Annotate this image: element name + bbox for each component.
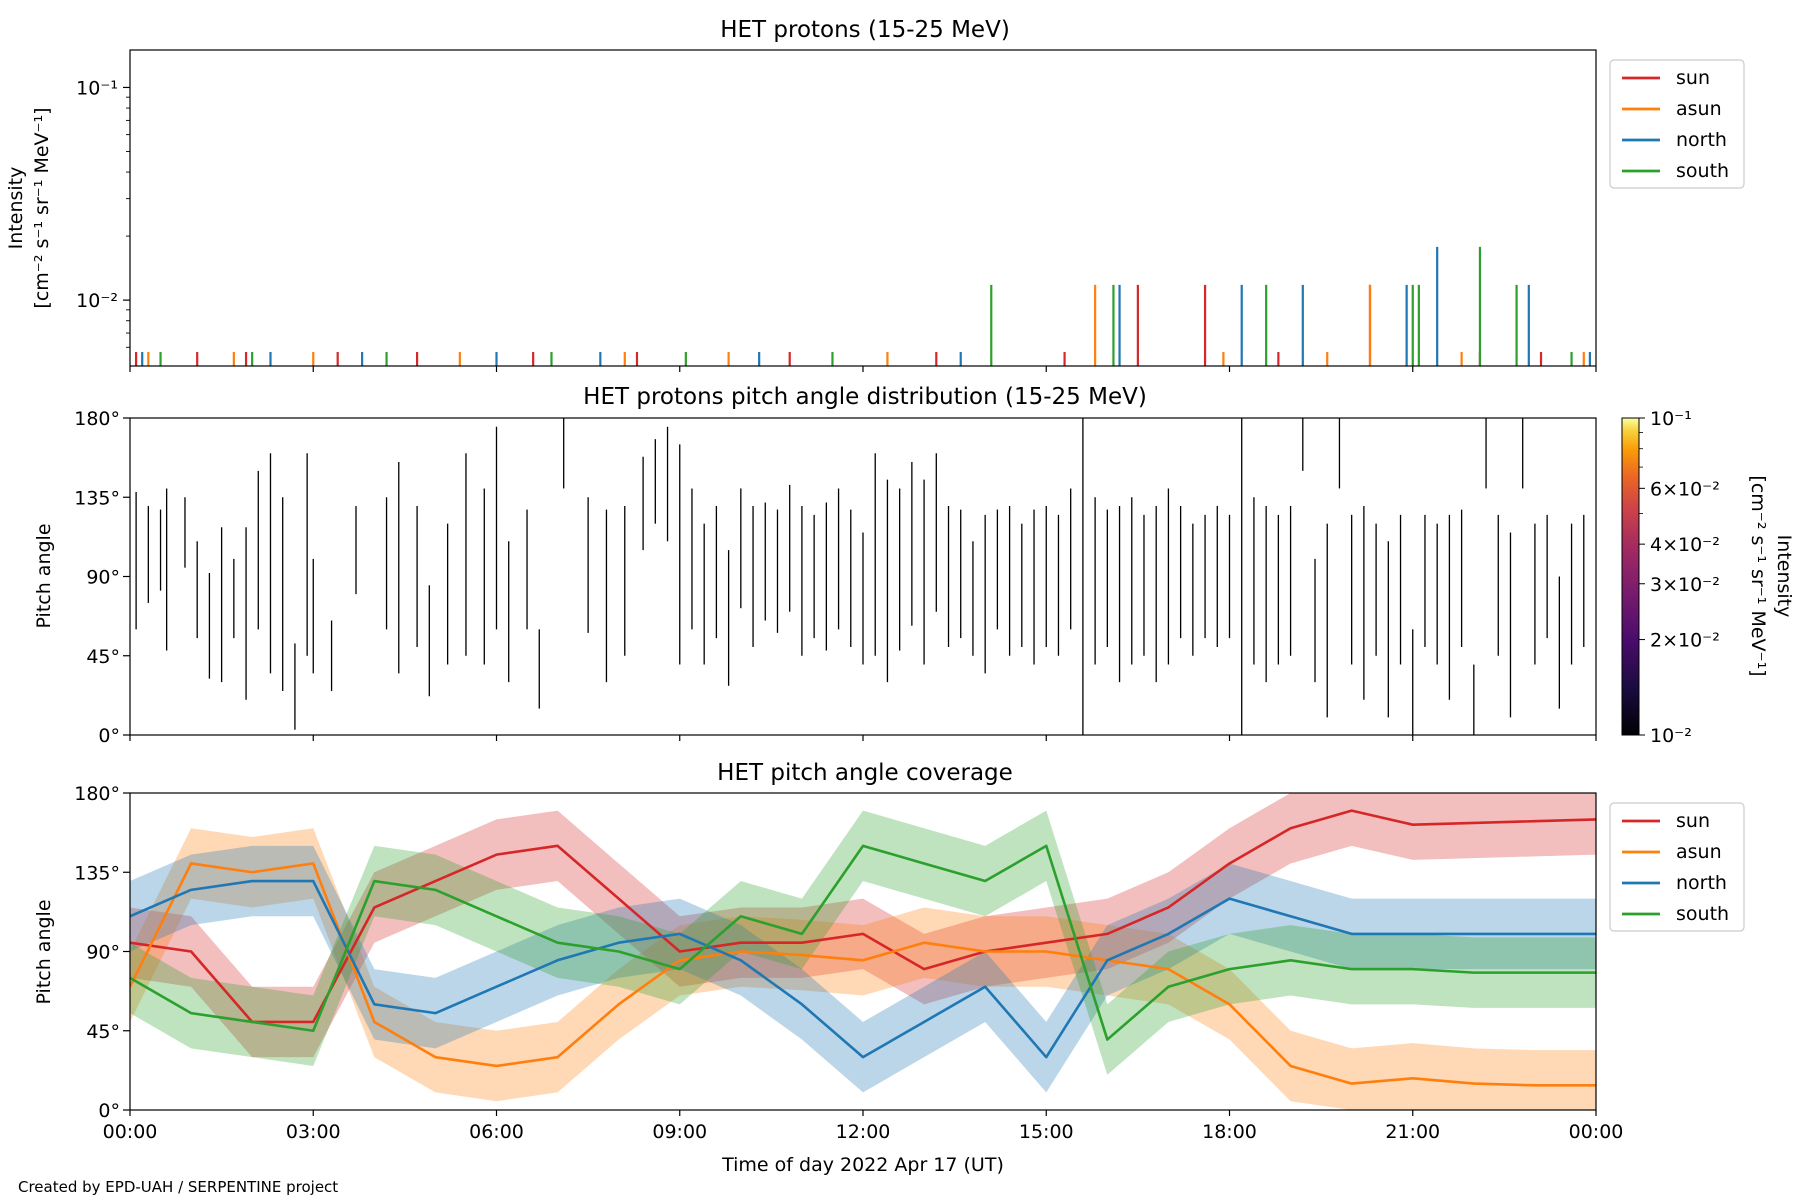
y-tick-label: 90° xyxy=(86,567,120,589)
y-tick-label: 45° xyxy=(86,1021,120,1043)
legend-label-sun: sun xyxy=(1676,810,1710,832)
panel3-x-ticks: 00:00 03:00 06:00 09:00 12:00 15:00 18:00 21:00… xyxy=(103,1110,1624,1143)
legend-label-asun: asun xyxy=(1676,841,1722,863)
panel3-ylabel: Pitch angle xyxy=(33,899,55,1004)
y-tick-label: 0° xyxy=(98,1100,120,1122)
x-tick-label: 18:00 xyxy=(1202,1121,1257,1143)
legend-label-asun: asun xyxy=(1676,98,1722,120)
legend-label-south: south xyxy=(1676,160,1729,182)
x-tick-label: 21:00 xyxy=(1385,1121,1440,1143)
colorbar-tick-label: 10⁻² xyxy=(1650,725,1692,747)
colorbar-tick-label: 6×10⁻² xyxy=(1650,478,1720,500)
panel1-y-ticks: 10⁻² 10⁻¹ xyxy=(76,77,130,348)
legend-box xyxy=(1609,802,1745,932)
colorbar-ticks: 10⁻² 2×10⁻² 3×10⁻² 4×10⁻² 6×10⁻² 10⁻¹ xyxy=(1639,408,1720,747)
pitch-angle-coverage-panel: HET pitch angle coverage 0° 45° 90° 135° 180… xyxy=(33,760,1745,1143)
coverage-bands xyxy=(130,793,1596,1110)
panel1-frame xyxy=(129,49,1597,367)
colorbar-tick-label: 2×10⁻² xyxy=(1650,630,1720,652)
y-tick-label: 180° xyxy=(74,783,120,805)
coverage-band-asun xyxy=(130,828,1596,1110)
y-tick-label: 135° xyxy=(74,487,120,509)
panel2-title: HET protons pitch angle distribution (15… xyxy=(583,384,1147,410)
coverage-lines xyxy=(130,809,1596,1087)
x-tick-label: 15:00 xyxy=(1019,1121,1074,1143)
colorbar-tick-label: 10⁻¹ xyxy=(1650,408,1692,430)
panel1-x-ticks xyxy=(129,366,1597,372)
y-tick-label: 45° xyxy=(86,646,120,668)
colorbar-tick-label: 4×10⁻² xyxy=(1650,534,1720,556)
coverage-line-south xyxy=(130,844,1596,1041)
panel1-title: HET protons (15-25 MeV) xyxy=(720,17,1010,43)
x-tick-label: 09:00 xyxy=(652,1121,707,1143)
intensity-spikes xyxy=(135,246,1591,366)
coverage-band-south xyxy=(130,810,1596,1075)
x-tick-label: 06:00 xyxy=(469,1121,524,1143)
y-tick-label: 180° xyxy=(74,408,120,430)
panel1-legend: sun asun north south xyxy=(1609,59,1745,189)
panel3-y-ticks: 0° 45° 90° 135° 180° xyxy=(74,783,130,1122)
panel3-title: HET pitch angle coverage xyxy=(717,760,1013,786)
y-tick-label: 90° xyxy=(86,942,120,964)
legend-label-south: south xyxy=(1676,903,1729,925)
coverage-line-north xyxy=(130,879,1596,1059)
y-tick-label: 10⁻² xyxy=(76,290,118,312)
colorbar-tick-label: 3×10⁻² xyxy=(1650,574,1720,596)
coverage-line-asun xyxy=(130,862,1596,1087)
legend-label-sun: sun xyxy=(1676,67,1710,89)
intensity-panel: HET protons (15-25 MeV) 10⁻² 10⁻¹ Intensi… xyxy=(5,17,1745,372)
colorbar-label-line1: Intensity xyxy=(1773,535,1795,618)
coverage-band-north xyxy=(130,845,1596,1093)
panel2-y-ticks: 0° 45° 90° 135° 180° xyxy=(74,408,130,747)
x-tick-label: 00:00 xyxy=(103,1121,158,1143)
pad-heatmap-cells xyxy=(135,418,1585,735)
panel1-ylabel-line2: [cm⁻² s⁻¹ sr⁻¹ MeV⁻¹] xyxy=(31,107,53,308)
legend-label-north: north xyxy=(1676,129,1727,151)
legend-box xyxy=(1609,59,1745,189)
colorbar xyxy=(1621,417,1640,736)
coverage-band-sun xyxy=(130,793,1596,1058)
panel3-legend: sun asun north south xyxy=(1609,802,1745,932)
y-tick-label: 0° xyxy=(98,725,120,747)
y-tick-label: 10⁻¹ xyxy=(76,77,118,99)
panel2-ylabel: Pitch angle xyxy=(33,523,55,628)
x-tick-label: 12:00 xyxy=(836,1121,891,1143)
x-tick-label: 00:00 xyxy=(1569,1121,1624,1143)
panel1-ylabel-line1: Intensity xyxy=(5,167,27,250)
colorbar-label-line2: [cm⁻² s⁻¹ sr⁻¹ MeV⁻¹] xyxy=(1747,475,1769,676)
x-axis-label: Time of day 2022 Apr 17 (UT) xyxy=(721,1154,1004,1176)
pitch-angle-distribution-panel: HET protons pitch angle distribution (15… xyxy=(33,384,1795,747)
credit-text: Created by EPD-UAH / SERPENTINE project xyxy=(18,1178,338,1196)
coverage-line-sun xyxy=(130,809,1596,1024)
y-tick-label: 135° xyxy=(74,862,120,884)
legend-label-north: north xyxy=(1676,872,1727,894)
panel2-x-ticks xyxy=(129,735,1597,741)
x-tick-label: 03:00 xyxy=(286,1121,341,1143)
